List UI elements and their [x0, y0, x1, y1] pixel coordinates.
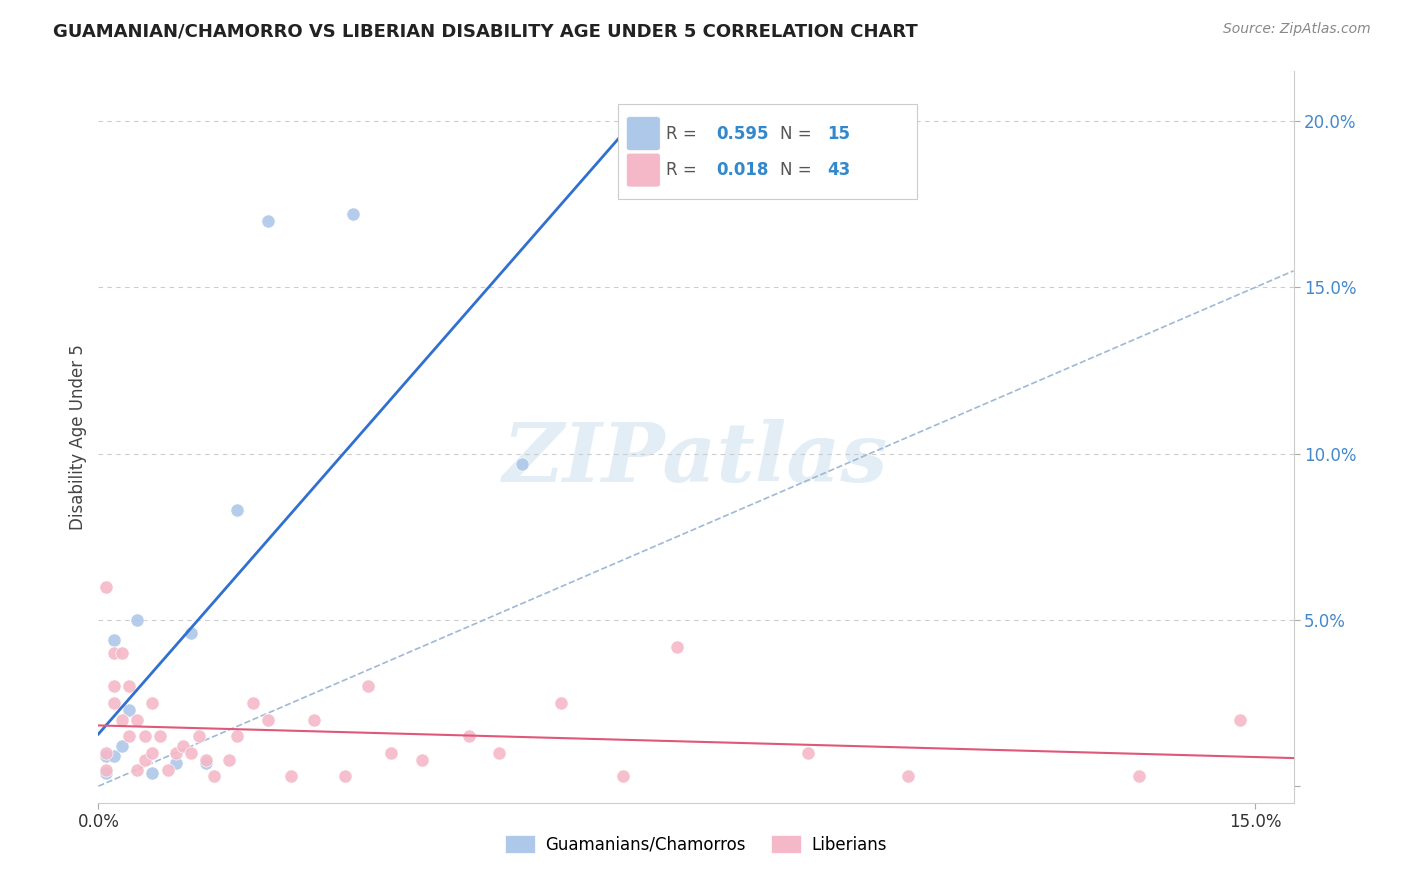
Point	[94, 746, 117, 760]
Text: 15: 15	[827, 125, 851, 143]
Point	[226, 503, 249, 517]
Point	[110, 646, 132, 660]
Point	[1229, 713, 1251, 727]
Point	[380, 746, 402, 760]
Text: GUAMANIAN/CHAMORRO VS LIBERIAN DISABILITY AGE UNDER 5 CORRELATION CHART: GUAMANIAN/CHAMORRO VS LIBERIAN DISABILIT…	[53, 22, 918, 40]
Point	[134, 729, 156, 743]
Point	[94, 763, 117, 777]
Point	[118, 703, 141, 717]
Point	[125, 763, 148, 777]
Point	[304, 713, 326, 727]
Point	[125, 613, 148, 627]
Point	[172, 739, 194, 754]
Text: 0.595: 0.595	[716, 125, 769, 143]
Point	[195, 756, 218, 770]
Point	[333, 769, 356, 783]
Legend: Guamanians/Chamorros, Liberians: Guamanians/Chamorros, Liberians	[499, 829, 893, 860]
Point	[94, 765, 117, 780]
Point	[218, 753, 240, 767]
Point	[165, 756, 187, 770]
Point	[357, 680, 380, 694]
Point	[226, 729, 249, 743]
Point	[411, 753, 433, 767]
Point	[94, 749, 117, 764]
Point	[118, 680, 141, 694]
Point	[342, 207, 364, 221]
Y-axis label: Disability Age Under 5: Disability Age Under 5	[69, 344, 87, 530]
Point	[612, 769, 634, 783]
Text: Source: ZipAtlas.com: Source: ZipAtlas.com	[1223, 22, 1371, 37]
Point	[165, 746, 187, 760]
Point	[550, 696, 572, 710]
Point	[125, 713, 148, 727]
Point	[110, 739, 132, 754]
Point	[180, 626, 202, 640]
Text: R =: R =	[666, 125, 702, 143]
Text: 43: 43	[827, 161, 851, 179]
FancyBboxPatch shape	[619, 104, 917, 200]
Point	[257, 713, 280, 727]
Text: R =: R =	[666, 161, 702, 179]
Text: ZIPatlas: ZIPatlas	[503, 419, 889, 499]
Point	[257, 214, 280, 228]
Point	[280, 769, 302, 783]
Point	[187, 729, 209, 743]
Point	[103, 696, 125, 710]
Text: N =: N =	[780, 161, 817, 179]
Point	[110, 713, 132, 727]
Point	[202, 769, 225, 783]
Point	[118, 729, 141, 743]
Point	[665, 640, 688, 654]
Point	[103, 749, 125, 764]
Point	[149, 729, 172, 743]
Text: 0.018: 0.018	[716, 161, 769, 179]
Point	[94, 580, 117, 594]
Point	[103, 632, 125, 647]
Point	[141, 746, 163, 760]
Point	[488, 746, 510, 760]
Point	[141, 765, 163, 780]
Point	[512, 457, 534, 471]
Point	[103, 646, 125, 660]
Point	[242, 696, 264, 710]
Point	[156, 763, 179, 777]
Point	[457, 729, 479, 743]
Point	[180, 746, 202, 760]
Point	[1128, 769, 1150, 783]
Point	[897, 769, 920, 783]
Point	[797, 746, 820, 760]
FancyBboxPatch shape	[627, 117, 661, 151]
Text: N =: N =	[780, 125, 817, 143]
Point	[141, 696, 163, 710]
Point	[134, 753, 156, 767]
FancyBboxPatch shape	[627, 153, 661, 187]
Point	[103, 680, 125, 694]
Point	[195, 753, 218, 767]
